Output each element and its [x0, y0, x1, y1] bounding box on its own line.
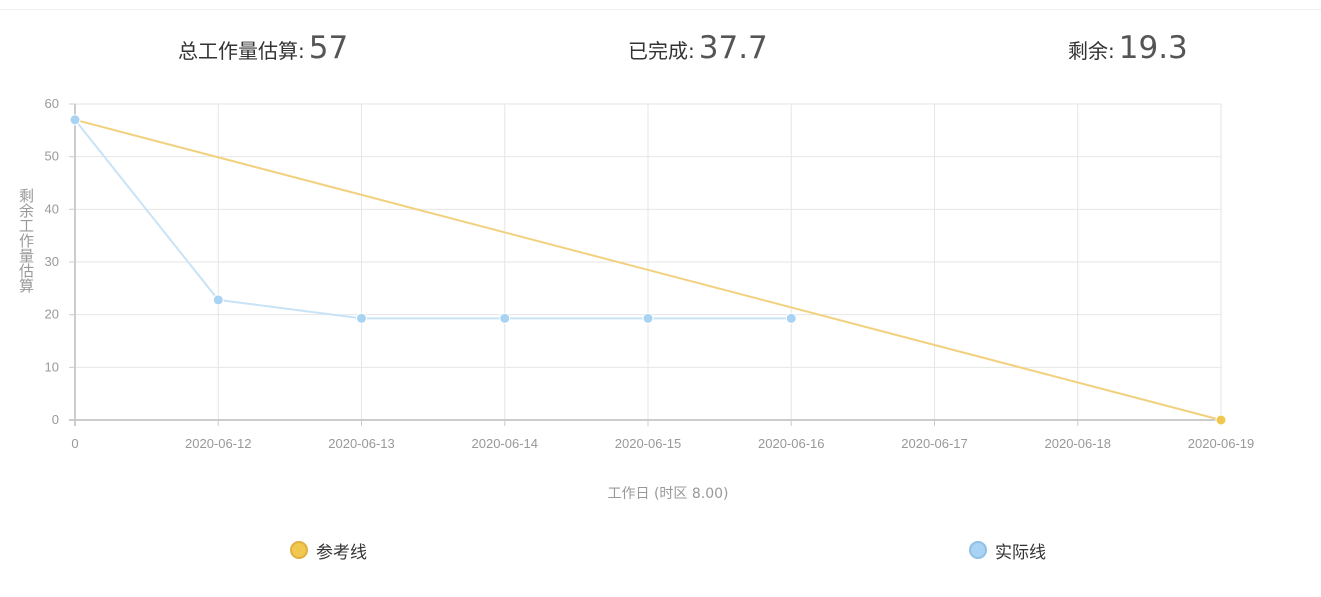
y-tick-label: 20	[45, 307, 59, 322]
x-tick-label: 2020-06-14	[472, 436, 539, 451]
legend-marker-reference	[290, 541, 308, 559]
completed-label: 已完成:	[628, 39, 695, 63]
actual-series-point	[785, 312, 797, 324]
x-tick-label: 2020-06-17	[901, 436, 968, 451]
y-tick-label: 60	[45, 96, 59, 111]
legend-item-actual[interactable]: 实际线	[969, 537, 1046, 563]
actual-series-point	[499, 312, 511, 324]
actual-series-point	[212, 294, 224, 306]
actual-series-point	[356, 312, 367, 324]
total-estimate-value: 57	[308, 30, 349, 66]
reference-series-line	[74, 118, 1222, 421]
x-axis-title: 工作日 (时区 8.00)	[608, 486, 729, 502]
legend-label-actual: 实际线	[995, 542, 1046, 563]
remaining-label: 剩余:	[1068, 39, 1115, 63]
y-tick-label: 40	[45, 201, 59, 216]
actual-series-line	[74, 119, 792, 320]
y-tick-label: 10	[45, 359, 59, 374]
y-tick-label: 0	[52, 412, 59, 427]
x-tick-label: 2020-06-19	[1188, 436, 1255, 451]
top-divider	[0, 9, 1321, 10]
total-estimate-stat: 总工作量估算: 57	[178, 30, 348, 70]
legend-marker-actual	[969, 541, 987, 559]
x-tick-label: 2020-06-13	[328, 436, 395, 451]
x-tick-label: 0	[71, 436, 78, 451]
reference-series-point	[1215, 414, 1227, 426]
legend-item-reference[interactable]: 参考线	[290, 537, 367, 563]
actual-series-point	[642, 312, 654, 324]
remaining-stat: 剩余: 19.3	[1068, 30, 1188, 70]
y-tick-label: 50	[45, 149, 59, 164]
x-tick-label: 2020-06-18	[1045, 436, 1112, 451]
remaining-value: 19.3	[1118, 30, 1188, 66]
legend-label-reference: 参考线	[316, 542, 367, 563]
x-tick-label: 2020-06-12	[185, 436, 252, 451]
total-estimate-label: 总工作量估算:	[178, 39, 305, 63]
y-axis-title: 剩余工作量估算	[17, 188, 35, 293]
x-tick-label: 2020-06-16	[758, 436, 825, 451]
y-tick-label: 30	[45, 254, 59, 269]
completed-stat: 已完成: 37.7	[628, 30, 768, 70]
actual-series-point	[69, 114, 81, 126]
completed-value: 37.7	[698, 30, 768, 66]
x-tick-label: 2020-06-15	[615, 436, 682, 451]
